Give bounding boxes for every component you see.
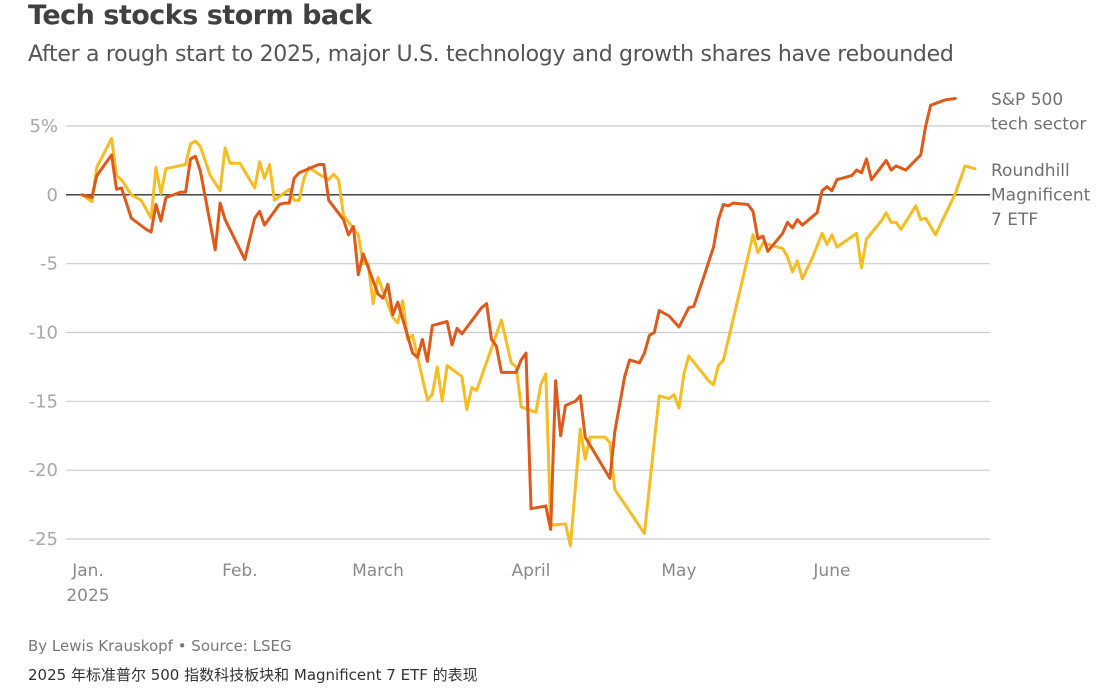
x-tick-year-label: 2025 — [66, 586, 109, 606]
x-tick-label: Feb. — [222, 561, 258, 581]
chart-subtitle: After a rough start to 2025, major U.S. … — [28, 42, 954, 67]
y-tick-label: 5% — [29, 116, 58, 137]
chinese-caption: 2025 年标准普尔 500 指数科技板块和 Magnificent 7 ETF… — [28, 666, 478, 684]
legend-label: 7 ETF — [991, 210, 1038, 230]
gridlines — [66, 125, 990, 540]
chart-title: Tech stocks storm back — [28, 0, 372, 31]
x-tick-label: April — [512, 561, 551, 581]
y-tick-label: -10 — [29, 323, 58, 344]
x-axis-ticks: Jan. 2025 Feb. March April May June — [66, 561, 850, 606]
x-tick-label: May — [661, 561, 696, 581]
y-axis-ticks: 5% 0 -5 -10 -15 -20 -25 — [29, 116, 58, 550]
legend-label: Magnificent — [991, 186, 1091, 206]
x-tick-label: March — [352, 561, 404, 581]
byline-source: By Lewis Krauskopf • Source: LSEG — [28, 637, 292, 655]
series-line-sp500-tech-sector — [80, 97, 957, 531]
legend-label: tech sector — [991, 115, 1086, 135]
legend: Roundhill Magnificent 7 ETF S&P 500 tech sec… — [991, 90, 1091, 230]
y-tick-label: -25 — [29, 529, 58, 550]
y-tick-label: -5 — [40, 254, 58, 275]
y-tick-label: 0 — [47, 185, 58, 206]
legend-label: Roundhill — [991, 161, 1070, 181]
x-tick-label: Jan. — [71, 561, 104, 581]
x-tick-label: June — [812, 561, 850, 581]
series-lines — [80, 97, 977, 548]
legend-label: S&P 500 — [991, 90, 1063, 110]
y-tick-label: -20 — [29, 460, 58, 481]
series-line-magnificent-7-etf — [80, 136, 977, 548]
y-tick-label: -15 — [29, 391, 58, 412]
